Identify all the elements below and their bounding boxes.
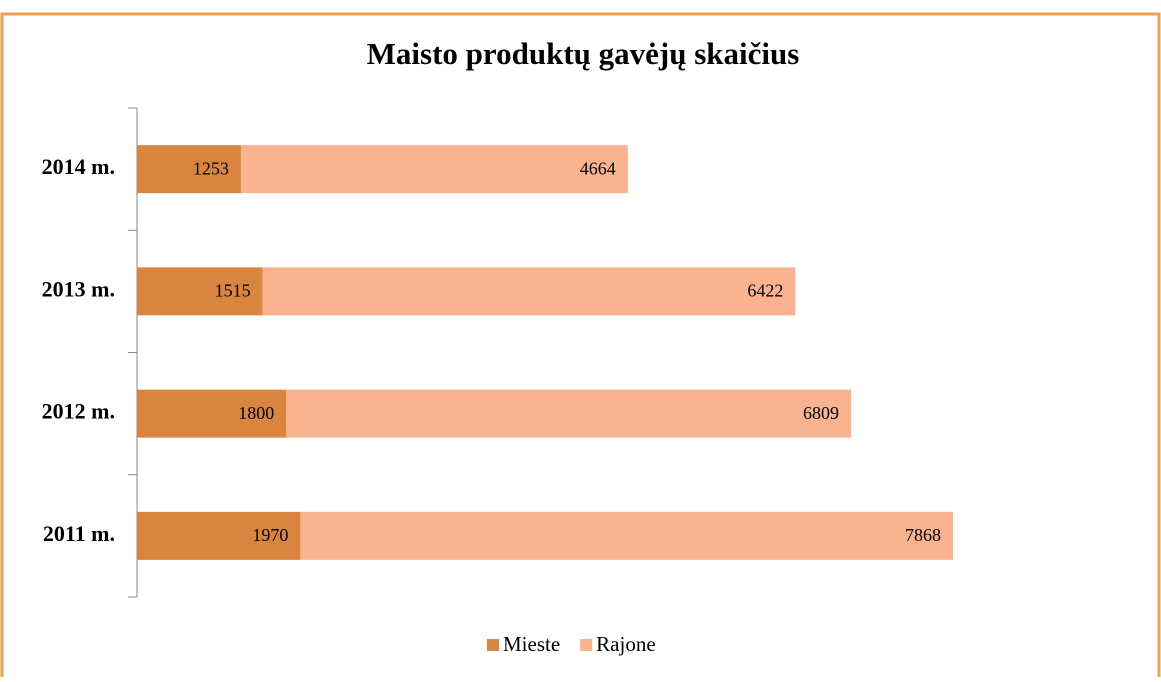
data-label: 4664	[580, 158, 616, 178]
data-label: 1253	[193, 158, 229, 178]
y-tick-label: 2013 m.	[42, 276, 115, 301]
bar-segment	[300, 511, 954, 560]
frame	[0, 12, 1161, 682]
chart-title: Maisto produktų gavėjų skaičius	[367, 36, 800, 71]
legend-swatch	[487, 639, 499, 651]
bar-segment	[137, 389, 287, 438]
data-label: 6422	[747, 281, 783, 301]
data-label: 1800	[238, 403, 274, 423]
bar-segment	[262, 267, 796, 316]
bar-segment	[240, 145, 628, 194]
bar-segment	[137, 267, 263, 316]
bar-segment	[137, 511, 301, 560]
y-tick-label: 2012 m.	[42, 399, 115, 424]
legend-swatch	[580, 639, 593, 651]
y-tick-label: 2011 m.	[43, 521, 115, 546]
bar-segment	[286, 389, 852, 438]
data-label: 6809	[803, 403, 839, 423]
y-tick-label: 2014 m.	[42, 154, 115, 179]
legend-label: Mieste	[503, 632, 560, 656]
data-label: 1970	[252, 525, 288, 545]
bar-segment	[137, 145, 241, 194]
data-label: 7868	[905, 525, 941, 545]
legend-label: Rajone	[596, 632, 655, 656]
data-label: 1515	[215, 281, 251, 301]
